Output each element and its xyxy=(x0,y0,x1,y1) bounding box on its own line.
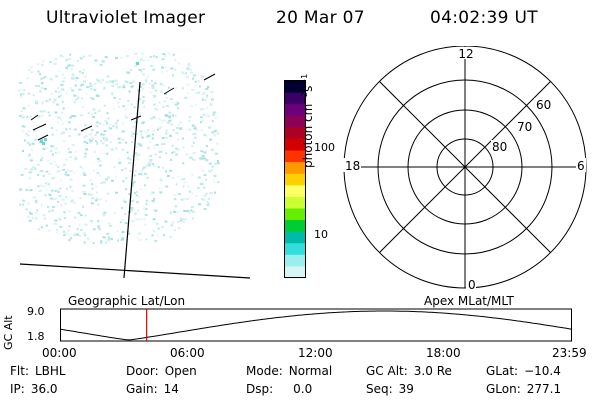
coastline-strokes xyxy=(30,73,216,141)
colorbar-stripe xyxy=(285,162,306,175)
glon-status: GLon: 277.1 xyxy=(486,382,562,396)
geographic-image-panel xyxy=(18,52,251,279)
x-tick-23-59: 23:59 xyxy=(552,346,587,360)
gain-status: Gain: 14 xyxy=(126,382,179,396)
colorbar-stripe xyxy=(285,104,306,117)
dsp-status: Dsp: 0.0 xyxy=(246,382,313,396)
colorbar-stripe xyxy=(285,196,306,210)
colorbar-stripe xyxy=(285,92,306,105)
gc-alt-status: GC Alt: 3.0 Re xyxy=(366,364,452,378)
altitude-timeline xyxy=(60,308,572,342)
x-tick-06-00: 06:00 xyxy=(170,346,205,360)
colorbar-stripe xyxy=(285,243,306,256)
gc-alt-axis-title: GC Alt xyxy=(2,315,15,350)
y-label-1-8: 1.8 xyxy=(27,330,45,343)
colorbar-stripe xyxy=(285,185,306,198)
glat-status: GLat: −10.4 xyxy=(486,364,561,378)
y-label-9: 9.0 xyxy=(27,305,45,318)
colorbar-tick-100: 100 xyxy=(314,141,335,154)
colorbar-unit-label: photon cm−2s−1 xyxy=(300,73,315,168)
colorbar-stripe xyxy=(285,254,306,268)
polar-grid: 12 18 6 0 60 70 80 xyxy=(343,46,587,292)
colorbar-stripe xyxy=(285,208,306,221)
mlt-label-6: 6 xyxy=(577,159,585,173)
x-tick-12-00: 12:00 xyxy=(298,346,333,360)
lat-label-60: 60 xyxy=(536,98,551,112)
lat-label-70: 70 xyxy=(517,120,532,134)
time-label: 04:02:39 UT xyxy=(430,8,538,28)
instrument-title: Ultraviolet Imager xyxy=(46,8,206,28)
colorbar-tick-10: 10 xyxy=(314,228,328,241)
colorbar-stripe xyxy=(285,115,306,128)
date-label: 20 Mar 07 xyxy=(276,8,365,28)
limb-line xyxy=(19,263,251,279)
door-status: Door: Open xyxy=(126,364,197,378)
color-bar xyxy=(284,80,306,279)
colorbar-stripe xyxy=(285,173,306,186)
seq-status: Seq: 39 xyxy=(366,382,414,396)
meridian-line xyxy=(123,81,141,279)
filter-status: Flt: LBHL xyxy=(10,364,66,378)
x-tick-00-00: 00:00 xyxy=(42,346,77,360)
colorbar-stripe xyxy=(285,266,306,279)
apex-caption: Apex MLat/MLT xyxy=(424,294,514,308)
uv-emission-speckles xyxy=(18,52,220,244)
x-tick-18-00: 18:00 xyxy=(426,346,461,360)
colorbar-stripe xyxy=(285,138,306,152)
geographic-caption: Geographic Lat/Lon xyxy=(68,294,186,308)
ip-status: IP: 36.0 xyxy=(10,382,58,396)
mode-status: Mode: Normal xyxy=(246,364,333,378)
mlt-label-18: 18 xyxy=(345,159,360,173)
colorbar-stripe xyxy=(285,231,306,244)
colorbar-stripe xyxy=(285,81,306,94)
mlt-label-0: 0 xyxy=(468,278,476,292)
colorbar-stripe xyxy=(285,150,306,163)
mlt-label-12: 12 xyxy=(458,47,473,61)
lat-label-80: 80 xyxy=(492,140,507,154)
altitude-curve xyxy=(60,310,572,341)
colorbar-stripe xyxy=(285,220,306,233)
colorbar-stripe xyxy=(285,127,306,140)
